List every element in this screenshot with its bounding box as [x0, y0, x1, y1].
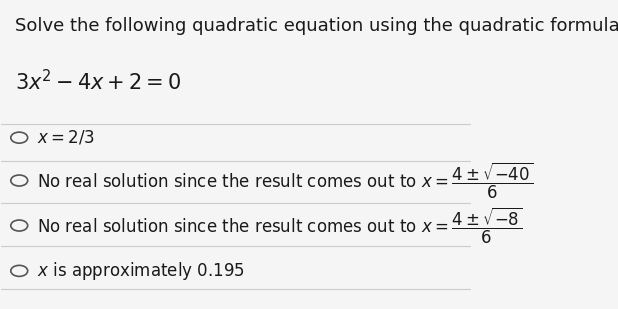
Text: No real solution since the result comes out to $x = \dfrac{4\pm\sqrt{-8}}{6}$: No real solution since the result comes … — [36, 205, 522, 246]
Text: $x = 2/3$: $x = 2/3$ — [36, 129, 95, 147]
Text: $3x^2 - 4x + 2 = 0$: $3x^2 - 4x + 2 = 0$ — [15, 69, 182, 94]
Text: $x$ is approximately 0.195: $x$ is approximately 0.195 — [36, 260, 245, 282]
Text: Solve the following quadratic equation using the quadratic formula.: Solve the following quadratic equation u… — [15, 17, 618, 35]
Text: No real solution since the result comes out to $x = \dfrac{4\pm\sqrt{-40}}{6}$: No real solution since the result comes … — [36, 160, 533, 201]
